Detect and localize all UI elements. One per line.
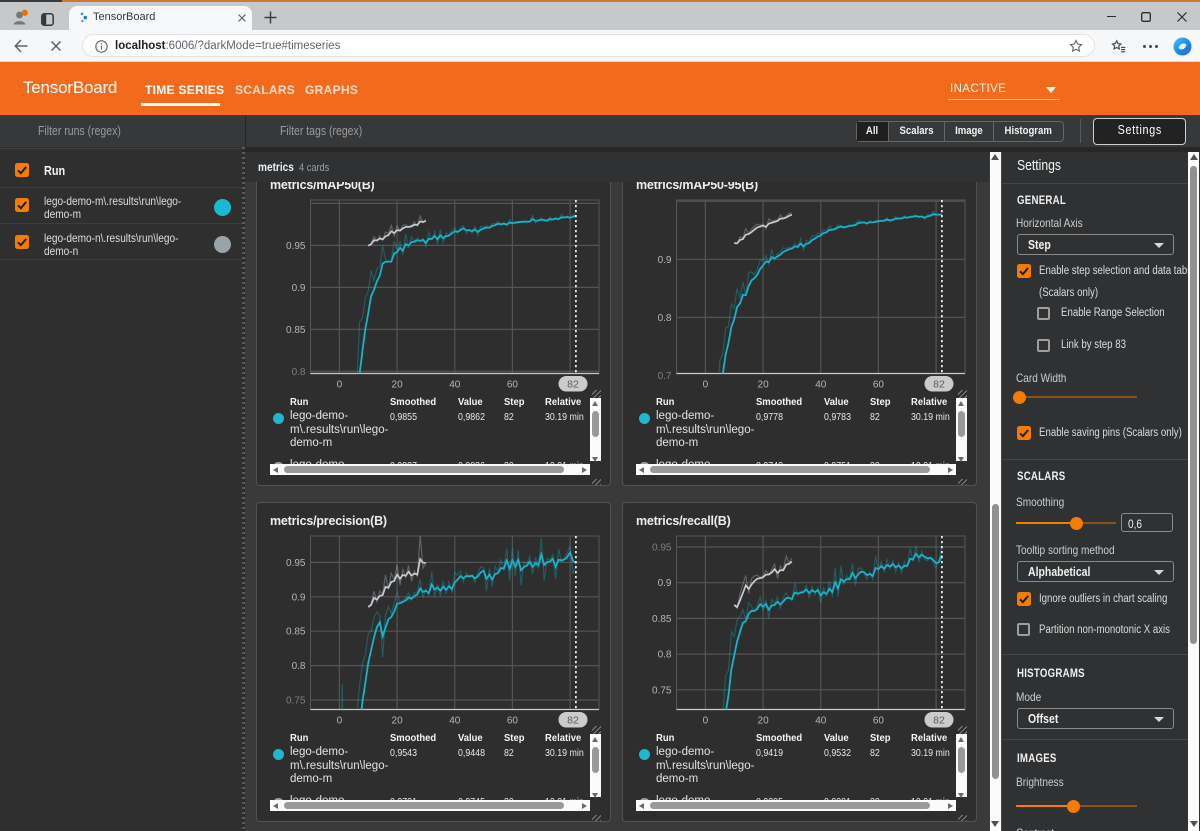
svg-text:0.95: 0.95 (652, 543, 672, 554)
svg-text:0.9: 0.9 (658, 578, 672, 589)
svg-text:0: 0 (703, 380, 709, 391)
svg-text:0: 0 (703, 716, 709, 727)
svg-text:0: 0 (337, 716, 343, 727)
svg-text:60: 60 (873, 380, 885, 391)
svg-text:40: 40 (815, 716, 827, 727)
svg-text:20: 20 (392, 380, 404, 391)
svg-text:20: 20 (758, 380, 770, 391)
svg-text:40: 40 (449, 380, 461, 391)
svg-text:40: 40 (449, 716, 461, 727)
svg-text:0.8: 0.8 (292, 661, 306, 672)
svg-text:60: 60 (873, 716, 885, 727)
svg-text:0.85: 0.85 (286, 325, 306, 336)
svg-text:0.95: 0.95 (286, 558, 306, 569)
svg-text:82: 82 (933, 379, 945, 391)
svg-text:82: 82 (567, 715, 579, 727)
svg-text:40: 40 (815, 380, 827, 391)
svg-text:0.75: 0.75 (286, 696, 306, 707)
svg-text:0.8: 0.8 (292, 367, 306, 378)
svg-text:60: 60 (507, 380, 519, 391)
svg-text:82: 82 (933, 715, 945, 727)
svg-text:20: 20 (758, 716, 770, 727)
svg-text:0: 0 (337, 380, 343, 391)
svg-text:20: 20 (392, 716, 404, 727)
svg-text:0.75: 0.75 (652, 685, 672, 696)
svg-text:0.8: 0.8 (658, 650, 672, 661)
svg-text:0.9: 0.9 (658, 255, 672, 266)
svg-text:0.7: 0.7 (658, 371, 672, 382)
svg-text:0.9: 0.9 (292, 283, 306, 294)
svg-text:60: 60 (507, 716, 519, 727)
svg-text:0.85: 0.85 (286, 627, 306, 638)
svg-text:0.95: 0.95 (286, 241, 306, 252)
svg-text:82: 82 (567, 379, 579, 391)
svg-text:0.8: 0.8 (658, 313, 672, 324)
svg-text:0.85: 0.85 (652, 614, 672, 625)
svg-text:0.9: 0.9 (292, 592, 306, 603)
